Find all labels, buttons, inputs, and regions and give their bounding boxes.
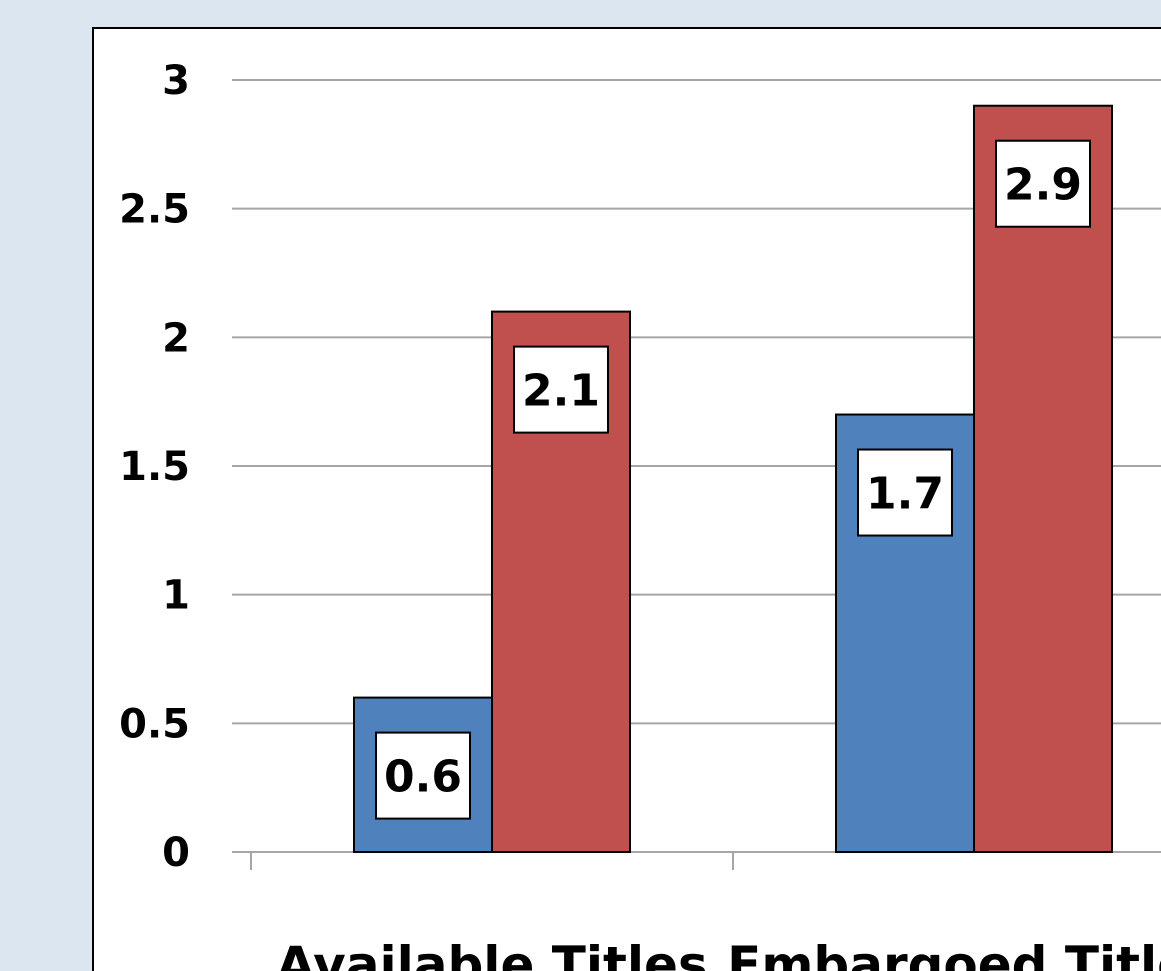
data-label-text: 2.1	[522, 366, 600, 417]
x-axis-category-labels: Available Titles Embargoed Titles	[276, 936, 1161, 971]
y-tick-label: 2.5	[119, 187, 190, 233]
data-label-box	[995, 139, 1091, 228]
y-tick-label: 2	[162, 315, 190, 361]
data-label-text: 1.7	[866, 469, 944, 520]
x-category-label: Embargoed Titles	[727, 936, 1161, 971]
y-axis-tick-labels: 0 0.5 1 1.5 2 2.5 3	[119, 58, 190, 876]
data-labels: 0.6 1.7 2.1 2.9	[375, 139, 1091, 820]
data-label-text: 0.6	[384, 752, 462, 803]
data-label: 0.6	[375, 731, 471, 820]
data-label-box	[375, 731, 471, 820]
x-category-label: Available Titles	[276, 936, 707, 971]
data-label-box	[857, 448, 953, 537]
data-label: 2.9	[995, 139, 1091, 228]
data-label-text: 2.9	[1004, 160, 1082, 211]
data-label: 1.7	[857, 448, 953, 537]
y-tick-label: 0	[162, 830, 190, 876]
bar	[973, 104, 1113, 853]
y-tick-label: 0.5	[119, 701, 190, 747]
y-tick-label: 1.5	[119, 444, 190, 490]
data-label: 2.1	[513, 345, 609, 434]
y-tick-label: 3	[162, 58, 190, 104]
y-tick-label: 1	[162, 573, 190, 619]
data-label-box	[513, 345, 609, 434]
